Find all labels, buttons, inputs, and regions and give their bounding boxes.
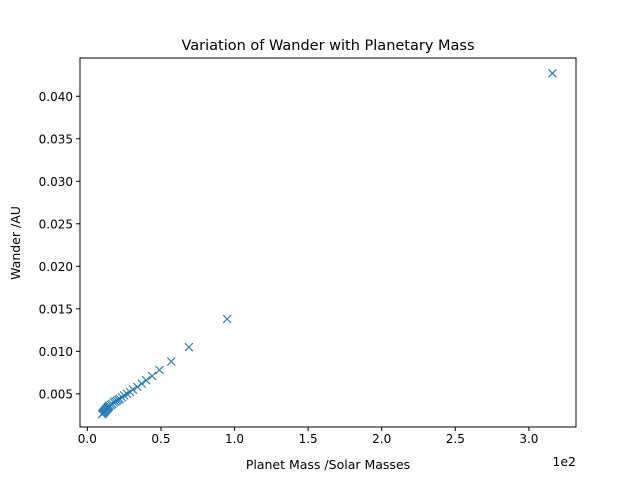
data-point [137, 379, 147, 389]
x-tick-label: 0.0 [78, 432, 97, 446]
data-point [147, 371, 157, 381]
x-axis-offset-text: 1e2 [552, 454, 576, 469]
x-tick-label: 2.0 [372, 432, 391, 446]
data-point [184, 342, 194, 352]
x-tick-label: 2.5 [446, 432, 465, 446]
x-axis-label: Planet Mass /Solar Masses [246, 457, 410, 472]
y-tick-label: 0.025 [39, 217, 73, 231]
data-point [166, 357, 176, 366]
y-tick-label: 0.040 [39, 90, 73, 104]
data-point [155, 365, 164, 375]
y-tick-label: 0.020 [39, 260, 73, 274]
x-axis-ticks: 0.0 0.5 1.0 1.5 2.0 2.5 3.0 [78, 427, 538, 446]
y-tick-label: 0.010 [39, 345, 73, 359]
y-tick-label: 0.015 [39, 302, 73, 316]
plot-frame [79, 57, 577, 428]
data-point [548, 68, 557, 78]
x-tick-label: 3.0 [519, 432, 538, 446]
data-point [222, 314, 232, 324]
y-tick-label: 0.005 [39, 387, 73, 401]
y-tick-label: 0.030 [39, 175, 73, 189]
data-point [128, 385, 138, 394]
data-point [141, 375, 151, 385]
data-markers [97, 68, 557, 419]
y-tick-label: 0.035 [39, 132, 73, 146]
x-tick-label: 1.0 [225, 432, 244, 446]
y-axis-ticks: 0.005 0.010 0.015 0.020 0.025 0.030 0.035 0.040 [39, 90, 80, 401]
data-point [133, 382, 142, 392]
x-tick-label: 1.5 [299, 432, 318, 446]
x-tick-label: 0.5 [151, 432, 170, 446]
chart-title: Variation of Wander with Planetary Mass [181, 38, 474, 54]
y-axis-label: Wander /AU [8, 206, 23, 280]
